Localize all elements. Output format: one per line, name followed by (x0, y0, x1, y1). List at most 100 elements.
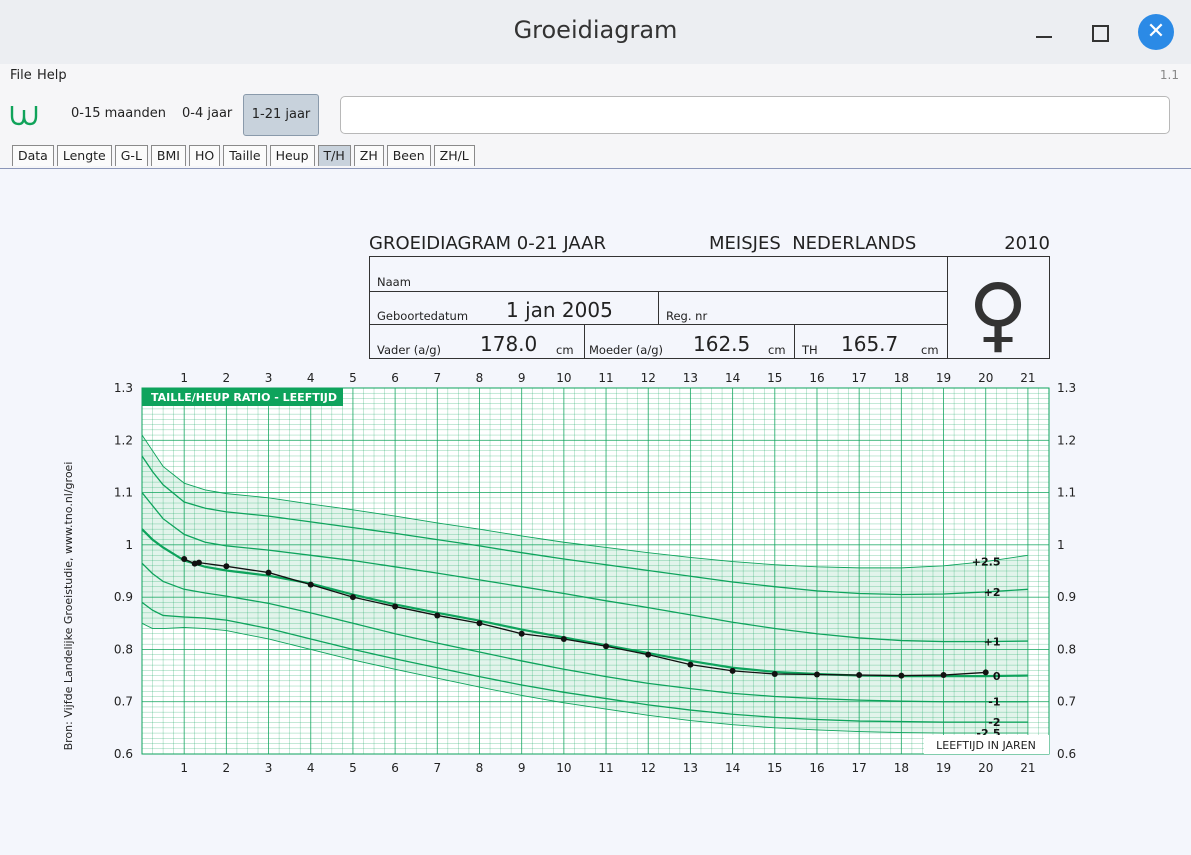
y-tick-label-right: 0.7 (1057, 695, 1076, 709)
sds-label: 0 (993, 670, 1001, 683)
sds-curve-line (141, 455, 1028, 596)
chart-header-group: MEISJES NEDERLANDS (709, 233, 916, 254)
y-tick-label: 1.2 (114, 433, 133, 447)
xlabel-box (924, 735, 1049, 754)
growth-chart: GROEIDIAGRAM 0-21 JAAR MEISJES NEDERLAND… (62, 233, 1076, 775)
x-tick-label: 19 (936, 761, 951, 775)
tab-heup[interactable]: Heup (269, 145, 315, 166)
th-label: TH (801, 343, 818, 357)
x-tick-label-top: 1 (180, 371, 188, 385)
x-tick-label: 5 (349, 761, 357, 775)
sds-label: +2 (984, 586, 1001, 599)
x-tick-label: 16 (809, 761, 824, 775)
chart-header-year: 2010 (1004, 233, 1050, 254)
patient-point (771, 671, 778, 678)
vader-unit: cm (556, 343, 574, 357)
patient-point (265, 569, 272, 576)
patient-point (940, 672, 947, 679)
x-tick-label-top: 20 (978, 371, 993, 385)
toolbar-input[interactable] (340, 96, 1170, 134)
chart-title: TAILLE/HEUP RATIO - LEEFTIJD (151, 391, 337, 404)
patient-point (476, 620, 483, 627)
chart-source-label: Bron: Vijfde Landelijke Groeistudie, www… (62, 462, 75, 751)
patient-point (434, 612, 441, 619)
x-tick-label: 1 (180, 761, 188, 775)
tab-g-l[interactable]: G-L (114, 145, 148, 166)
chart-title-banner (142, 388, 343, 406)
tab-been[interactable]: Been (386, 145, 431, 166)
patient-point (982, 669, 989, 676)
patient-point (729, 667, 736, 674)
close-button[interactable]: ✕ (1138, 14, 1174, 50)
sds-band (142, 435, 1028, 734)
sds-label: -1 (988, 696, 1000, 709)
tab-bmi[interactable]: BMI (150, 145, 186, 166)
y-tick-label: 0.6 (114, 747, 133, 761)
close-icon: ✕ (1146, 19, 1166, 44)
patient-point (856, 672, 863, 679)
x-tick-label-top: 16 (809, 371, 824, 385)
patient-point (307, 581, 314, 588)
tab-ho[interactable]: HO (188, 145, 221, 166)
tab-zh-l[interactable]: ZH/L (433, 145, 475, 166)
patient-point (392, 603, 399, 610)
th-value: 165.7 (841, 332, 898, 356)
x-tick-label: 9 (518, 761, 526, 775)
female-symbol-icon: ♀ (968, 267, 1028, 362)
app-logo-icon (10, 106, 38, 126)
menu-file[interactable]: File (10, 68, 32, 83)
geboortedatum-value: 1 jan 2005 (506, 298, 613, 322)
x-tick-label: 13 (683, 761, 698, 775)
x-tick-label: 10 (556, 761, 571, 775)
tab-lengte[interactable]: Lengte (56, 145, 112, 166)
th-unit: cm (921, 343, 939, 357)
x-tick-label: 14 (725, 761, 740, 775)
vader-label: Vader (a/g) (377, 343, 441, 357)
minimize-button[interactable] (1036, 36, 1052, 38)
x-tick-label-top: 18 (894, 371, 909, 385)
menu-help[interactable]: Help (37, 68, 67, 83)
y-tick-label-right: 0.9 (1057, 590, 1076, 604)
sds-curve-line (141, 492, 1028, 643)
patient-point (223, 563, 230, 570)
tab-taille[interactable]: Taille (223, 145, 267, 166)
x-tick-label: 7 (433, 761, 441, 775)
x-tick-label: 2 (223, 761, 231, 775)
y-tick-label: 0.9 (114, 590, 133, 604)
x-tick-label-top: 6 (391, 371, 399, 385)
x-tick-label: 4 (307, 761, 315, 775)
patient-point (181, 555, 188, 562)
maximize-button[interactable] (1092, 25, 1109, 42)
patient-point (195, 559, 202, 566)
chart-axes: 1122334455667788991010111112121313141415… (114, 371, 1076, 775)
x-tick-label-top: 10 (556, 371, 571, 385)
y-tick-label-right: 1.3 (1057, 381, 1076, 395)
patient-point (687, 661, 694, 668)
patient-line (183, 558, 986, 677)
vader-value: 178.0 (480, 332, 537, 356)
tab-data[interactable]: Data (12, 145, 54, 166)
tab-t-h[interactable]: T/H (317, 145, 351, 166)
period-1-21-jaar[interactable]: 1-21 jaar (243, 94, 319, 136)
x-tick-label-top: 7 (433, 371, 441, 385)
x-tick-label-top: 12 (641, 371, 656, 385)
sds-curve-line (141, 601, 1028, 723)
x-tick-label: 11 (598, 761, 613, 775)
moeder-unit: cm (768, 343, 786, 357)
tabbar: Data Lengte G-L BMI HO Taille Heup T/H Z… (0, 144, 1191, 169)
patient-series (181, 555, 989, 679)
x-tick-label-top: 21 (1020, 371, 1035, 385)
patient-point (813, 671, 820, 678)
x-tick-label-top: 5 (349, 371, 357, 385)
tab-zh[interactable]: ZH (353, 145, 384, 166)
plot-border (141, 387, 1050, 755)
sds-label: -2 (988, 716, 1000, 729)
period-0-15-maanden[interactable]: 0-15 maanden (71, 106, 166, 121)
chart-header-title: GROEIDIAGRAM 0-21 JAAR (369, 233, 606, 254)
period-0-4-jaar[interactable]: 0-4 jaar (182, 106, 233, 121)
patient-info-form (369, 256, 1050, 359)
window-titlebar: Groeidiagram ✕ (0, 0, 1191, 64)
y-tick-label: 0.7 (114, 695, 133, 709)
naam-label: Naam (377, 275, 411, 289)
x-tick-label-top: 19 (936, 371, 951, 385)
